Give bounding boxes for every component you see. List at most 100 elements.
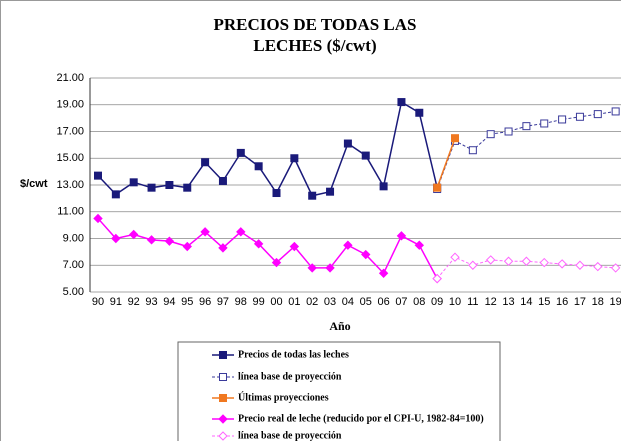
marker bbox=[164, 236, 175, 246]
x-tick-label: 95 bbox=[181, 296, 193, 308]
marker bbox=[433, 183, 442, 192]
marker bbox=[397, 98, 406, 107]
x-tick-label: 04 bbox=[342, 296, 354, 308]
marker bbox=[343, 139, 352, 148]
marker bbox=[93, 213, 103, 224]
x-tick-label: 97 bbox=[217, 296, 229, 308]
x-tick-label: 09 bbox=[431, 296, 443, 308]
legend-label: Precio real de leche (reducido por el CP… bbox=[238, 413, 484, 424]
x-tick-label: 15 bbox=[538, 296, 550, 308]
marker bbox=[236, 148, 245, 157]
marker bbox=[361, 151, 370, 160]
y-tick-label: 17.00 bbox=[56, 125, 84, 137]
legend-label: línea base de proyección bbox=[238, 371, 342, 382]
x-tick-label: 96 bbox=[199, 296, 211, 308]
marker bbox=[146, 235, 157, 245]
x-tick-label: 93 bbox=[145, 296, 157, 308]
x-tick-label: 99 bbox=[253, 296, 265, 308]
marker bbox=[522, 122, 531, 131]
marker bbox=[415, 108, 424, 117]
marker bbox=[218, 414, 228, 424]
marker bbox=[111, 233, 121, 244]
x-axis-label: Año bbox=[329, 319, 350, 333]
marker bbox=[486, 130, 495, 139]
marker bbox=[271, 257, 282, 268]
marker bbox=[129, 178, 138, 187]
marker bbox=[414, 240, 425, 250]
x-tick-label: 06 bbox=[377, 296, 389, 308]
marker bbox=[575, 112, 584, 121]
legend-label: línea base de proyección bbox=[238, 430, 342, 441]
marker bbox=[540, 119, 549, 128]
marker bbox=[147, 183, 156, 192]
x-tick-label: 91 bbox=[110, 296, 122, 308]
marker bbox=[575, 260, 585, 270]
x-tick-label: 19 bbox=[610, 296, 621, 308]
marker bbox=[450, 252, 460, 262]
marker bbox=[94, 171, 102, 180]
x-tick-label: 98 bbox=[235, 296, 247, 308]
marker bbox=[503, 256, 514, 266]
marker bbox=[432, 273, 442, 284]
series-line bbox=[436, 137, 456, 188]
y-tick-label: 7.00 bbox=[63, 259, 84, 271]
marker bbox=[218, 243, 228, 253]
marker bbox=[183, 183, 192, 192]
marker bbox=[326, 187, 335, 196]
marker bbox=[343, 240, 353, 250]
x-tick-label: 07 bbox=[395, 296, 407, 308]
marker bbox=[290, 154, 299, 163]
marker bbox=[539, 257, 549, 268]
marker bbox=[218, 431, 228, 441]
marker bbox=[219, 351, 227, 359]
marker bbox=[396, 231, 407, 241]
x-tick-label: 01 bbox=[288, 296, 300, 308]
marker bbox=[182, 241, 192, 252]
x-tick-label: 00 bbox=[270, 296, 282, 308]
marker bbox=[272, 189, 281, 198]
legend-label: Precios de todas las leches bbox=[238, 349, 349, 360]
marker bbox=[218, 176, 227, 185]
y-tick-label: 21.00 bbox=[56, 72, 84, 84]
marker bbox=[557, 259, 567, 269]
x-tick-label: 13 bbox=[502, 296, 514, 308]
x-tick-label: 03 bbox=[324, 296, 336, 308]
x-tick-label: 02 bbox=[306, 296, 318, 308]
x-tick-label: 11 bbox=[467, 296, 478, 308]
marker bbox=[468, 146, 477, 155]
x-tick-label: 05 bbox=[360, 296, 372, 308]
x-tick-label: 17 bbox=[574, 296, 586, 308]
marker bbox=[521, 256, 532, 266]
marker bbox=[289, 241, 300, 252]
x-tick-label: 94 bbox=[163, 296, 175, 308]
y-tick-label: 19.00 bbox=[56, 99, 84, 111]
x-tick-label: 92 bbox=[128, 296, 140, 308]
x-tick-label: 90 bbox=[92, 296, 104, 308]
marker bbox=[378, 268, 389, 278]
marker bbox=[379, 182, 388, 191]
y-tick-label: 9.00 bbox=[63, 232, 84, 244]
marker bbox=[325, 263, 335, 273]
marker bbox=[610, 263, 621, 273]
marker bbox=[468, 260, 478, 270]
marker bbox=[558, 115, 567, 124]
marker bbox=[308, 191, 317, 200]
legend-label: Últimas proyecciones bbox=[238, 391, 329, 403]
x-tick-label: 16 bbox=[556, 296, 568, 308]
marker bbox=[201, 158, 210, 167]
marker bbox=[111, 190, 120, 199]
marker bbox=[485, 255, 496, 265]
marker bbox=[611, 107, 620, 116]
marker bbox=[504, 127, 513, 136]
y-tick-label: 11.00 bbox=[57, 206, 84, 218]
marker bbox=[253, 239, 264, 249]
marker bbox=[200, 227, 210, 237]
legend bbox=[177, 341, 501, 441]
x-tick-label: 12 bbox=[485, 296, 497, 308]
y-tick-label: 5.00 bbox=[63, 286, 84, 298]
chart-title: PRECIOS DE TODAS LAS bbox=[214, 15, 417, 34]
marker bbox=[219, 373, 227, 381]
x-tick-label: 10 bbox=[449, 296, 461, 308]
marker bbox=[307, 263, 317, 273]
